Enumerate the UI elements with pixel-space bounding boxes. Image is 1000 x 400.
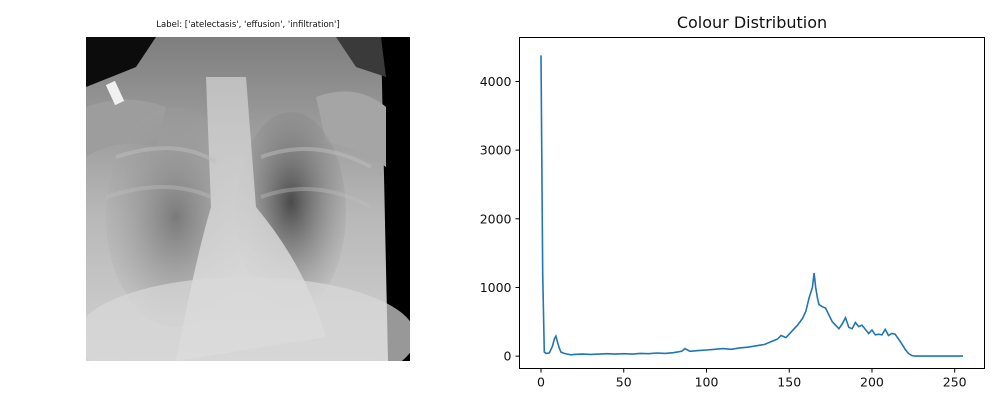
x-tick-label: 200	[860, 375, 884, 390]
y-tick-label: 3000	[480, 143, 512, 158]
chart-title: Colour Distribution	[677, 13, 827, 32]
chest-xray-graphic	[86, 37, 410, 361]
x-tick-label: 0	[537, 375, 545, 390]
axis-ticks: 0 50 100 150 200 250 0 1000 2000 3000 4000	[480, 74, 967, 390]
y-tick-label: 4000	[480, 74, 512, 89]
series-line	[540, 55, 963, 357]
y-tick-label: 1000	[480, 280, 512, 295]
chest-xray-image	[86, 37, 410, 361]
x-tick-label: 50	[616, 375, 632, 390]
x-tick-label: 100	[695, 375, 719, 390]
y-tick-label: 2000	[480, 211, 512, 226]
plot-frame	[519, 37, 985, 369]
x-tick-label: 150	[777, 375, 801, 390]
image-label: Label: ['atelectasis', 'effusion', 'infi…	[156, 20, 340, 30]
x-tick-label: 250	[943, 375, 967, 390]
y-tick-label: 0	[504, 349, 512, 364]
